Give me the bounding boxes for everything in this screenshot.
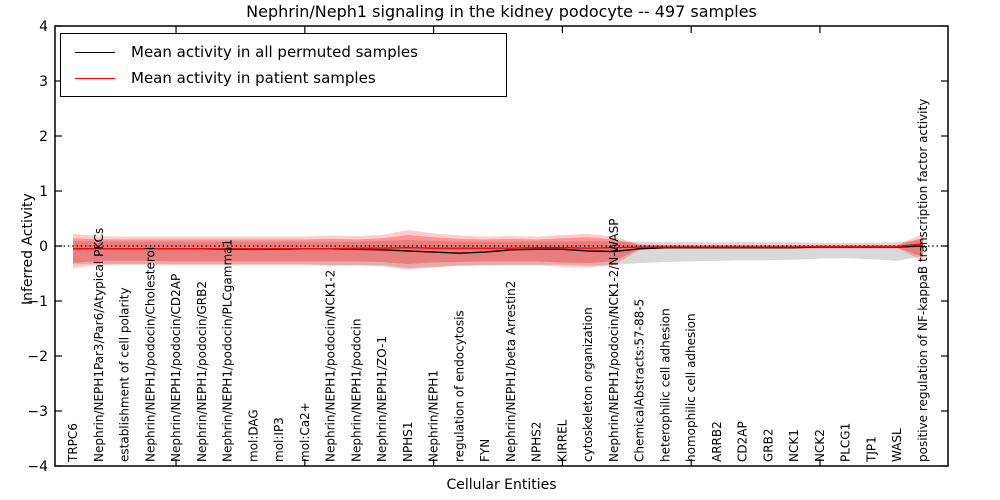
x-entity-label: establishment of cell polarity — [118, 287, 132, 462]
x-entity-label: mol:IP3 — [272, 417, 286, 462]
x-entity-label: KIRREL — [555, 419, 569, 462]
x-entity-label: Nephrin/NEPH1/podocin — [349, 319, 363, 462]
x-entity-label: mol:Ca2+ — [298, 402, 312, 462]
x-entity-label: ChemicalAbstracts:57-88-5 — [633, 299, 647, 462]
x-entity-label: positive regulation of NF-kappaB transcr… — [916, 99, 930, 462]
legend: Mean activity in all permuted samples Me… — [60, 33, 507, 97]
x-entity-label: NPHS2 — [530, 422, 544, 463]
legend-item-patient: Mean activity in patient samples — [75, 69, 506, 87]
x-entity-label: Nephrin/NEPH1/beta Arrestin2 — [504, 281, 518, 462]
x-entity-label: TJP1 — [864, 436, 878, 463]
y-tick-label: 3 — [39, 74, 48, 90]
y-tick-label: 1 — [39, 184, 48, 200]
x-entity-label: PLCG1 — [839, 423, 853, 462]
x-entity-label: Nephrin/NEPH1/podocin/Cholesterol — [143, 247, 157, 462]
x-entity-label: Nephrin/NEPH1/podocin/NCK1-2/N-WASP — [607, 219, 621, 462]
y-tick-label: 4 — [39, 19, 48, 35]
y-tick-label: 2 — [39, 129, 48, 145]
x-entity-label: cytoskeleton organization — [581, 307, 595, 462]
x-entity-label: heterophilic cell adhesion — [658, 308, 672, 462]
x-entity-label: Nephrin/NEPH1/podocin/PLCgamma1 — [221, 239, 235, 462]
x-entity-label: Nephrin/NEPH1/ZO-1 — [375, 336, 389, 462]
series-line-patient — [73, 243, 924, 250]
y-tick-label: −4 — [27, 459, 48, 475]
y-axis-label: Inferred Activity — [20, 193, 36, 305]
legend-item-permuted: Mean activity in all permuted samples — [75, 43, 506, 61]
x-entity-label: FYN — [478, 439, 492, 462]
x-entity-label: Nephrin/NEPH1 — [427, 370, 441, 462]
legend-line-permuted-icon — [75, 51, 115, 53]
x-entity-label: Nephrin/NEPH1Par3/Par6/Atypical PKCs — [92, 228, 106, 462]
y-tick-label: −3 — [27, 404, 48, 420]
x-axis-label: Cellular Entities — [446, 477, 557, 493]
x-entity-label: Nephrin/NEPH1/podocin/NCK1-2 — [324, 270, 338, 462]
x-entity-label: NCK1 — [787, 429, 801, 462]
y-tick-label: 0 — [39, 239, 48, 255]
x-entity-label: Nephrin/NEPH1/podocin/CD2AP — [169, 274, 183, 462]
legend-line-patient-icon — [75, 77, 115, 79]
x-entity-label: NPHS1 — [401, 422, 415, 463]
x-entity-label: GRB2 — [761, 428, 775, 462]
x-entity-label: ARRB2 — [710, 421, 724, 462]
x-entity-label: WASL — [890, 428, 904, 462]
x-entity-label: homophilic cell adhesion — [684, 313, 698, 462]
x-entity-label: Nephrin/NEPH1/podocin/GRB2 — [195, 281, 209, 462]
x-entity-label: CD2AP — [736, 421, 750, 462]
legend-label-permuted: Mean activity in all permuted samples — [131, 43, 418, 61]
band-patient-inner-range — [73, 235, 923, 265]
legend-label-patient: Mean activity in patient samples — [131, 69, 376, 87]
band-patient-outer-range — [73, 230, 923, 270]
x-entity-label: TRPC6 — [66, 423, 80, 463]
y-tick-label: −1 — [27, 294, 48, 310]
plot-frame — [54, 25, 949, 467]
x-entity-label: mol:DAG — [246, 409, 260, 462]
y-tick-label: −2 — [27, 349, 48, 365]
x-entity-label: NCK2 — [813, 429, 827, 462]
chart-title: Nephrin/Neph1 signaling in the kidney po… — [246, 2, 757, 21]
x-entity-label: regulation of endocytosis — [452, 310, 466, 462]
